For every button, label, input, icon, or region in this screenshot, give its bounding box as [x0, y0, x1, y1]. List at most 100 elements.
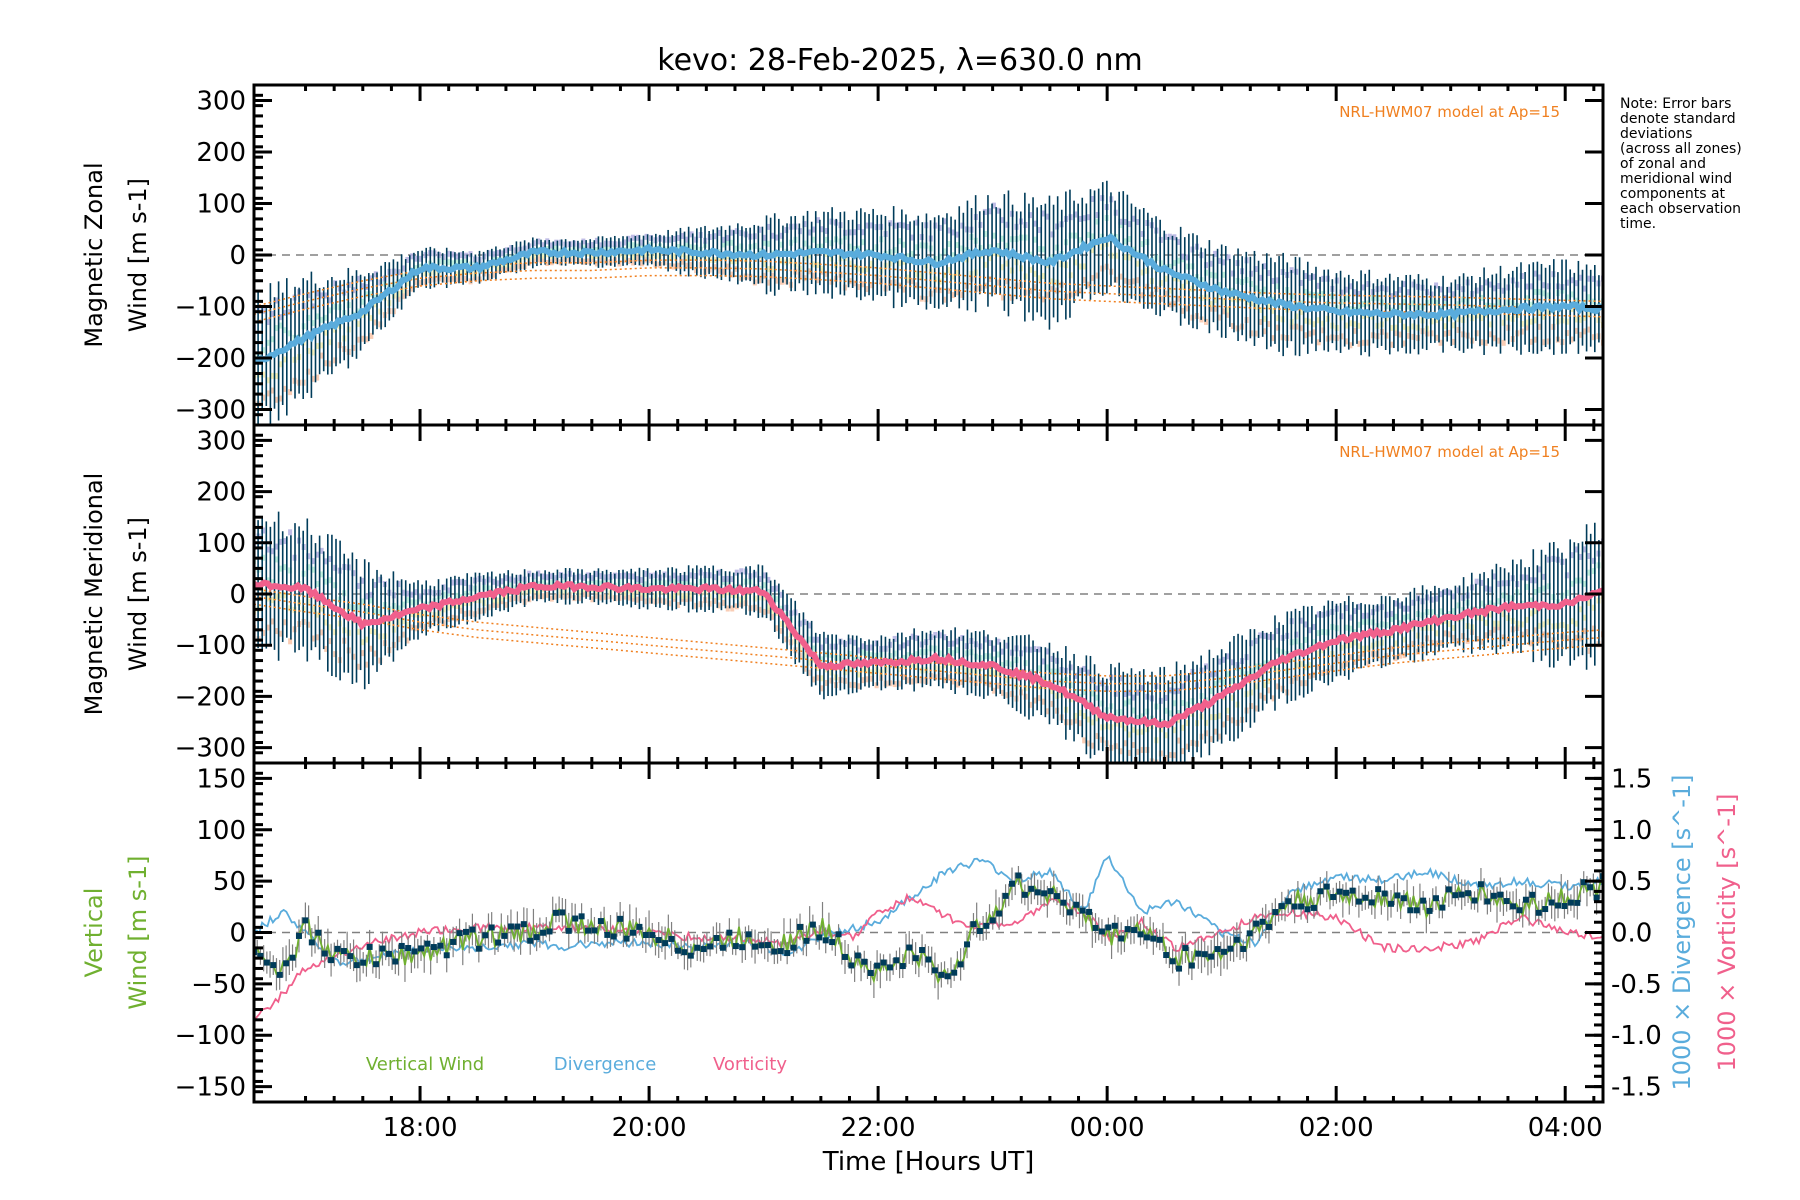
- zone-marker: [1483, 339, 1488, 346]
- zone-marker: [319, 316, 324, 323]
- zone-marker: [1361, 339, 1366, 346]
- zone-marker: [734, 265, 739, 272]
- zone-marker: [283, 592, 288, 599]
- vertical-wind-point: [944, 973, 951, 980]
- zone-marker: [599, 242, 604, 249]
- vertical-wind-point: [1073, 901, 1080, 908]
- zone-marker: [802, 254, 807, 261]
- zone-marker: [915, 271, 920, 278]
- zone-marker: [951, 229, 956, 236]
- zone-marker: [1528, 318, 1533, 325]
- zone-marker: [1091, 742, 1096, 749]
- zone-marker: [1226, 306, 1231, 313]
- zone-marker: [685, 596, 690, 603]
- zone-marker: [265, 624, 270, 631]
- zone-marker: [910, 661, 915, 668]
- zone-marker: [1388, 293, 1393, 300]
- zone-marker: [1122, 725, 1127, 732]
- zone-marker: [1591, 557, 1596, 564]
- zone-marker: [531, 240, 536, 247]
- zone-marker: [554, 245, 559, 252]
- zone-marker: [910, 678, 915, 685]
- zone-marker: [1095, 715, 1100, 722]
- zone-marker: [585, 581, 590, 588]
- zone-marker: [1316, 317, 1321, 324]
- vertical-wind-point: [1574, 899, 1581, 906]
- zone-marker: [1253, 683, 1258, 690]
- vertical-wind-point: [475, 945, 482, 952]
- zone-marker: [360, 335, 365, 342]
- zone-marker: [1217, 257, 1222, 264]
- x-tick-label: 02:00: [1299, 1113, 1374, 1143]
- vertical-wind-point: [854, 952, 861, 959]
- zone-marker: [373, 650, 378, 657]
- zone-marker: [306, 598, 311, 605]
- zone-marker: [847, 638, 852, 645]
- zone-marker: [405, 597, 410, 604]
- zone-marker: [1488, 321, 1493, 328]
- vertical-wind-point: [957, 961, 964, 968]
- vertical-wind-point: [1522, 896, 1529, 903]
- zone-marker: [852, 280, 857, 287]
- zone-marker: [739, 568, 744, 575]
- zone-marker: [459, 607, 464, 614]
- zone-marker: [1222, 721, 1227, 728]
- zone-marker: [712, 574, 717, 581]
- y-tick-label: 100: [196, 529, 246, 559]
- zone-marker: [820, 644, 825, 651]
- zone-marker: [1037, 275, 1042, 282]
- zone-marker: [455, 592, 460, 599]
- vertical-wind-point: [655, 937, 662, 944]
- zone-marker: [1118, 221, 1123, 228]
- zone-marker: [1528, 301, 1533, 308]
- zone-marker: [987, 244, 992, 251]
- zone-marker: [1537, 274, 1542, 281]
- zone-marker: [409, 599, 414, 606]
- vertical-wind-point: [295, 932, 302, 939]
- legend-vertical-wind: Vertical Wind: [366, 1054, 484, 1075]
- zone-marker: [915, 677, 920, 684]
- zone-marker: [716, 267, 721, 274]
- zone-marker: [594, 592, 599, 599]
- zone-marker: [1140, 685, 1145, 692]
- zone-marker: [635, 576, 640, 583]
- zone-marker: [1086, 716, 1091, 723]
- zone-marker: [1253, 303, 1258, 310]
- zone-marker: [1497, 283, 1502, 290]
- zone-marker: [1316, 282, 1321, 289]
- zone-marker: [319, 629, 324, 636]
- zone-marker: [1127, 236, 1132, 243]
- vertical-wind-point: [1516, 907, 1523, 914]
- zone-marker: [328, 339, 333, 346]
- zone-marker: [1569, 580, 1574, 587]
- zone-marker: [1046, 213, 1051, 220]
- vertical-wind-point: [1079, 907, 1086, 914]
- zone-marker: [1321, 611, 1326, 618]
- zone-marker: [806, 636, 811, 643]
- zone-marker: [942, 248, 947, 255]
- zone-marker: [856, 284, 861, 291]
- zone-marker: [455, 253, 460, 260]
- zone-marker: [852, 263, 857, 270]
- zone-marker: [1348, 614, 1353, 621]
- zone-marker: [667, 236, 672, 243]
- zone-marker: [1000, 661, 1005, 668]
- zone-marker: [856, 265, 861, 272]
- zone-marker: [270, 618, 275, 625]
- zone-marker: [446, 604, 451, 611]
- zone-marker: [712, 264, 717, 271]
- y2-tick-label: 0.5: [1611, 867, 1652, 897]
- vertical-wind-point: [540, 929, 547, 936]
- zone-marker: [676, 262, 681, 269]
- zone-marker: [712, 588, 717, 595]
- zone-marker: [1167, 751, 1172, 758]
- zone-marker: [279, 361, 284, 368]
- zone-marker: [779, 258, 784, 265]
- zone-marker: [1267, 678, 1272, 685]
- vertical-wind-point: [270, 962, 277, 969]
- zone-marker: [1041, 698, 1046, 705]
- zone-marker: [815, 277, 820, 284]
- zone-marker: [1253, 285, 1258, 292]
- zone-marker: [1533, 317, 1538, 324]
- zone-marker: [1348, 654, 1353, 661]
